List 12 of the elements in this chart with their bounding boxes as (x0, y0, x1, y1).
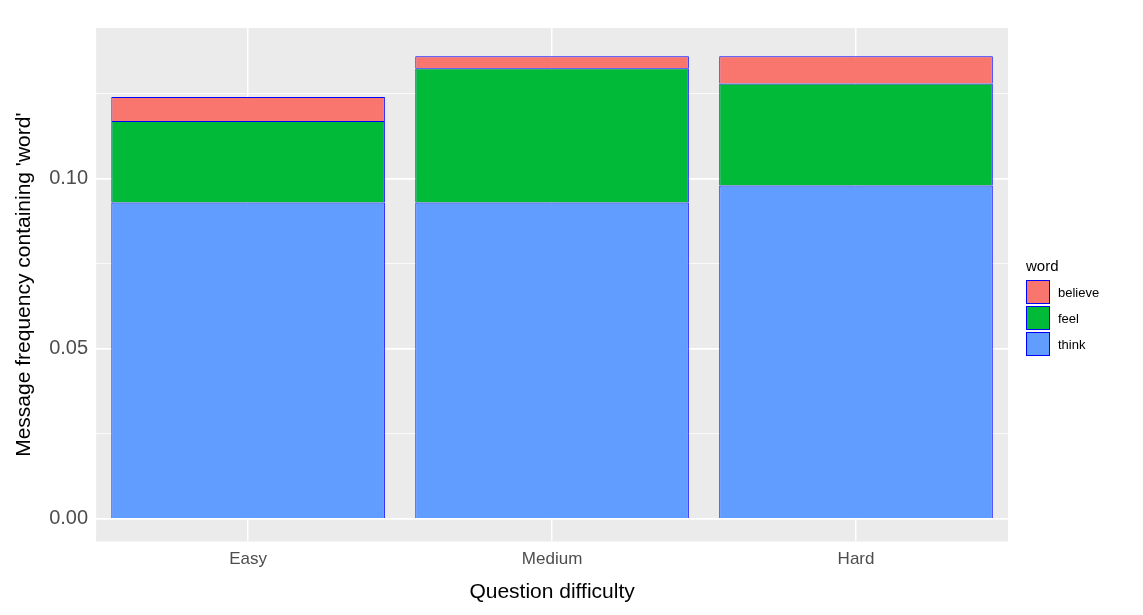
x-tick-label: Hard (837, 549, 875, 569)
x-tick-label: Easy (229, 549, 268, 569)
legend-label: feel (1058, 310, 1079, 326)
x-axis-title: Question difficulty (469, 579, 636, 603)
y-tick-label: 0.00 (49, 506, 89, 529)
y-tick-label: 0.05 (49, 336, 89, 359)
x-tick-label: Medium (521, 549, 583, 569)
legend-label: think (1058, 336, 1086, 352)
legend-title: word (1026, 257, 1060, 274)
legend-label: believe (1058, 284, 1100, 300)
y-tick-label: 0.10 (49, 166, 89, 189)
y-axis-title: Message frequency containing 'word' (11, 112, 35, 457)
